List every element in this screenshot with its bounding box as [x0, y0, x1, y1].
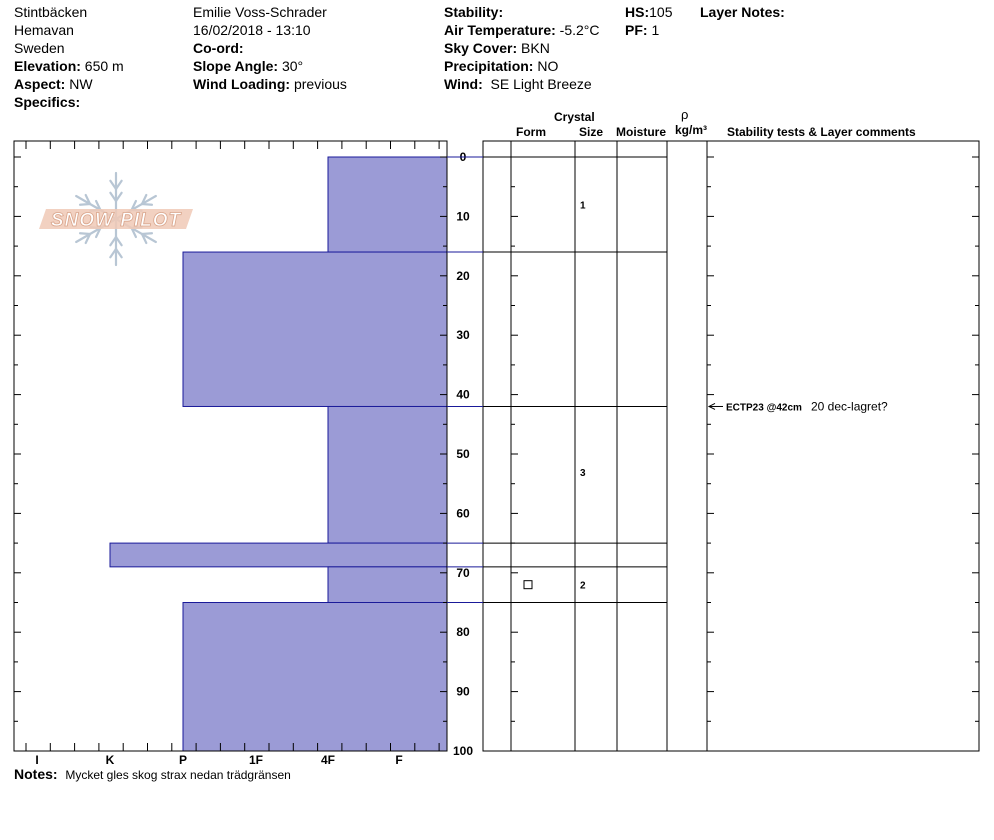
aspect-value: NW [69, 76, 93, 92]
region-name: Hemavan [14, 22, 74, 38]
depth-tick-40: 40 [456, 388, 470, 402]
depth-tick-70: 70 [456, 566, 470, 580]
precip-value: NO [537, 58, 559, 74]
stability-label: Stability: [444, 4, 504, 20]
hardness-bar-3 [109, 542, 448, 568]
coord-row: Co-ord: [193, 39, 244, 57]
air-temp-row: Air Temperature: -5.2°C [444, 21, 600, 39]
depth-tick-10: 10 [456, 209, 470, 223]
location-name: Stintbäcken [14, 4, 88, 20]
wind-loading-value: previous [293, 76, 347, 92]
hardness-bar-4 [327, 566, 448, 603]
layer-notes-label: Layer Notes: [700, 4, 785, 20]
depth-tick-80: 80 [456, 625, 470, 639]
hardness-tick-P: P [179, 753, 187, 767]
precip-row: Precipitation: NO [444, 57, 558, 75]
rho-header: ρ [681, 107, 689, 122]
crystal-marks: 1 3 2 [523, 201, 586, 592]
country-name: Sweden [14, 40, 65, 56]
specifics-label: Specifics: [14, 94, 81, 110]
air-temp-value: -5.2°C [559, 22, 600, 38]
wind-loading-row: Wind Loading: previous [193, 75, 347, 93]
sky-row: Sky Cover: BKN [444, 39, 550, 57]
crystal-size-2: 2 [580, 581, 586, 592]
depth-tick-100: 100 [453, 744, 473, 758]
aspect-row: Aspect: NW [14, 75, 93, 93]
snowpilot-logo: SNOW PILOT [39, 171, 193, 267]
crystal-size-0: 1 [580, 201, 586, 212]
layer-table-border [482, 140, 980, 752]
slope-value: 30° [281, 58, 304, 74]
wind-label: Wind: [444, 76, 483, 92]
hardness-tick-I: I [35, 753, 38, 767]
wind-loading-label: Wind Loading: [193, 76, 291, 92]
layer-notes-row: Layer Notes: [700, 3, 785, 21]
stability-test-label-0: ECTP23 @42cm [726, 402, 802, 413]
elevation-label: Elevation: [14, 58, 81, 74]
layer-lines [447, 156, 667, 603]
observer-name: Emilie Voss-Schrader [193, 4, 327, 20]
pf-value: 1 [651, 22, 660, 38]
hs-value: 105 [649, 4, 673, 20]
depth-tick-90: 90 [456, 685, 470, 699]
notes-label: Notes: [14, 766, 58, 782]
slope-label: Slope Angle: [193, 58, 279, 74]
air-temp-label: Air Temperature: [444, 22, 556, 38]
depth-tick-20: 20 [456, 269, 470, 283]
layer-table-frame [482, 140, 980, 752]
elevation-row: Elevation: 650 m [14, 57, 124, 75]
hardness-bar-2 [327, 405, 448, 544]
hardness-tick-4F: 4F [321, 753, 335, 767]
depth-tick-60: 60 [456, 506, 470, 520]
aspect-label: Aspect: [14, 76, 66, 92]
hardness-frame: I K P 1F 4F F [13, 140, 448, 767]
hardness-bar-5 [182, 602, 448, 752]
logo-text: SNOW PILOT [51, 210, 182, 231]
notes-text: Mycket gles skog strax nedan trädgränsen [65, 768, 291, 782]
size-header: Size [579, 125, 604, 139]
crystal-form-icon-2 [523, 580, 533, 590]
slope-row: Slope Angle: 30° [193, 57, 303, 75]
crystal-size-1: 3 [580, 468, 586, 479]
logo-banner [39, 209, 193, 229]
hardness-bar-1 [182, 251, 448, 407]
hardness-bar-0 [327, 156, 448, 253]
stability-tests-header: Stability tests & Layer comments [727, 125, 916, 139]
elevation-value: 650 m [84, 58, 124, 74]
hardness-tick-1F: 1F [249, 753, 263, 767]
wind-row: Wind: SE Light Breeze [444, 75, 592, 93]
stability-row: Stability: [444, 3, 503, 21]
hs-row: HS:105 [625, 3, 672, 21]
sky-value: BKN [521, 40, 550, 56]
pf-row: PF: 1 [625, 21, 659, 39]
depth-tick-50: 50 [456, 447, 470, 461]
coord-label: Co-ord: [193, 40, 244, 56]
density-unit-header: kg/m³ [675, 123, 708, 137]
pf-label: PF: [625, 22, 648, 38]
moisture-header: Moisture [616, 125, 667, 139]
stability-arrow-head-0 [707, 403, 716, 410]
hardness-bars [109, 156, 448, 752]
notes-row: Notes: Mycket gles skog strax nedan träd… [14, 766, 291, 782]
precip-label: Precipitation: [444, 58, 534, 74]
hardness-plot-border [13, 140, 448, 752]
hardness-tick-K: K [106, 753, 115, 767]
specifics-row: Specifics: [14, 93, 80, 111]
depth-tick-30: 30 [456, 328, 470, 342]
crystal-header: Crystal [554, 110, 595, 124]
sky-label: Sky Cover: [444, 40, 518, 56]
observation-datetime: 16/02/2018 - 13:10 [193, 22, 311, 38]
form-header: Form [516, 125, 546, 139]
wind-value: SE Light Breeze [490, 76, 592, 92]
hs-label: HS: [625, 4, 650, 20]
stability-test-comment-0: 20 dec-lagret? [811, 399, 888, 413]
hardness-tick-F: F [395, 753, 402, 767]
stability-tests: ECTP23 @42cm 20 dec-lagret? [707, 399, 888, 413]
